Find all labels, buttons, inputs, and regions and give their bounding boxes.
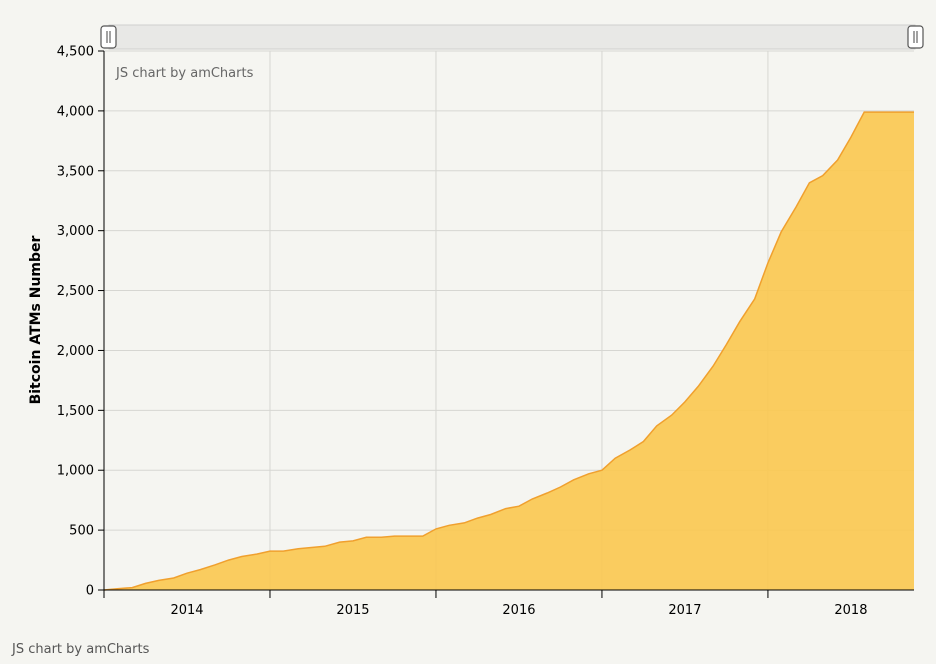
- footer-credit[interactable]: JS chart by amCharts: [12, 642, 150, 657]
- scrollbar-track[interactable]: [108, 24, 916, 50]
- area-layer: [103, 111, 914, 591]
- y-tick-label: 4,500: [57, 45, 94, 60]
- chart-watermark: JS chart by amCharts: [115, 66, 254, 81]
- y-tick-label: 3,000: [57, 224, 94, 239]
- x-tick-label: 2015: [336, 603, 369, 618]
- scrollbar-left-grip[interactable]: [100, 25, 117, 49]
- y-axis-label: Bitcoin ATMs Number: [28, 235, 44, 404]
- y-tick-label: 0: [86, 584, 94, 599]
- x-tick-label: 2014: [170, 603, 203, 618]
- area-fill: [104, 112, 914, 590]
- y-tick-label: 3,500: [57, 164, 94, 179]
- tick-labels: 0 500 1,000 1,500 2,000 2,500 3,000 3,500 4,000 4…: [57, 45, 868, 619]
- y-tick-label: 500: [69, 524, 94, 539]
- y-tick-label: 2,000: [57, 344, 94, 359]
- y-tick-label: 4,000: [57, 104, 94, 119]
- y-tick-label: 1,000: [57, 464, 94, 479]
- chart-scrollbar[interactable]: [100, 24, 924, 50]
- scrollbar-right-grip[interactable]: [907, 25, 924, 49]
- x-tick-label: 2018: [834, 603, 867, 618]
- axes: [98, 50, 914, 598]
- area-line: [103, 111, 914, 591]
- y-tick-label: 2,500: [57, 284, 94, 299]
- y-tick-label: 1,500: [57, 404, 94, 419]
- x-tick-label: 2016: [502, 603, 535, 618]
- x-tick-label: 2017: [668, 603, 701, 618]
